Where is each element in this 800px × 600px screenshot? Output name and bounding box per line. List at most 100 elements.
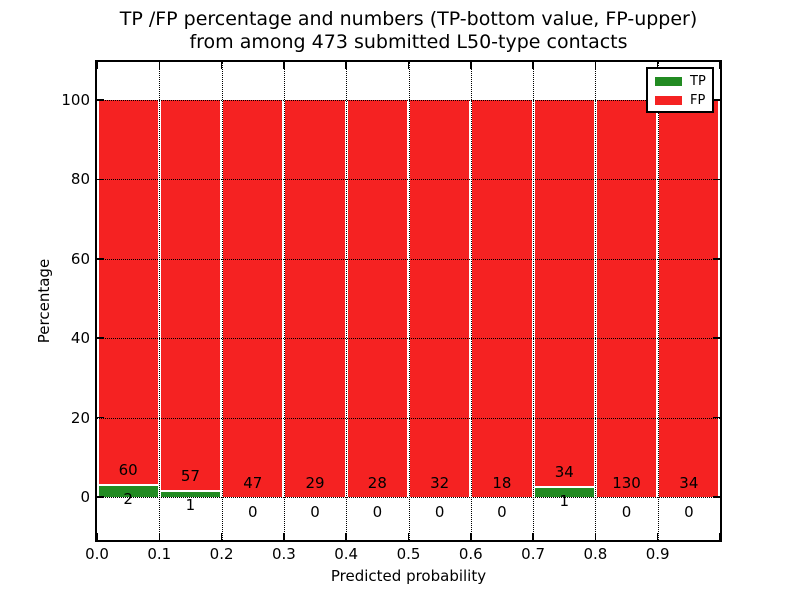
x-tick-mark — [594, 533, 597, 540]
x-tick-label: 0.2 — [209, 545, 234, 563]
v-gridline — [470, 62, 472, 540]
x-tick-label: 0.6 — [458, 545, 483, 563]
x-tick-mark — [407, 62, 410, 69]
x-tick-mark — [283, 62, 285, 69]
chart-title-line1: TP /FP percentage and numbers (TP-bottom… — [119, 8, 698, 30]
x-tick-mark — [656, 533, 659, 540]
bar-fp-0 — [98, 100, 158, 485]
tp-count-label: 0 — [247, 503, 258, 521]
fp-count-label: 57 — [180, 467, 200, 486]
x-tick-label: 0.4 — [334, 545, 359, 563]
y-tick-mark — [713, 178, 720, 181]
bar-tp-7 — [534, 485, 594, 497]
x-tick-mark — [96, 533, 98, 540]
tp-count-label: 1 — [559, 491, 570, 510]
h-gridline — [97, 417, 720, 419]
fp-count-label: 32 — [430, 474, 450, 492]
tp-count-label: 0 — [372, 503, 383, 521]
x-tick-label: 0.5 — [396, 545, 421, 563]
legend: TP FP — [646, 67, 714, 113]
tp-count-label: 0 — [434, 503, 445, 521]
x-tick-mark — [96, 62, 98, 69]
chart-title: TP /FP percentage and numbers (TP-bottom… — [97, 8, 720, 54]
bar-fp-8 — [596, 100, 657, 497]
fp-count-label: 130 — [612, 474, 641, 492]
bar-fp-5 — [410, 100, 470, 497]
x-tick-mark — [656, 62, 659, 69]
fp-count-label: 34 — [679, 474, 699, 492]
bar-tp-0 — [98, 484, 158, 497]
y-tick-mark — [97, 99, 104, 101]
fp-count-label: 18 — [492, 474, 512, 492]
v-gridline — [408, 62, 410, 540]
h-gridline — [97, 100, 720, 101]
tp-count-label: 0 — [497, 503, 507, 521]
x-tick-mark — [719, 533, 721, 540]
bar-fp-6 — [472, 100, 532, 497]
bar-fp-1 — [160, 100, 221, 491]
h-gridline — [97, 497, 720, 498]
legend-label-fp: FP — [690, 92, 706, 108]
x-tick-mark — [532, 533, 534, 540]
h-gridline — [97, 179, 720, 181]
x-tick-label: 0.8 — [583, 545, 608, 563]
plot-inner: 60 2 57 1 47 0 29 0 28 0 32 0 18 0 34 1 130 0 34 0 — [96, 62, 721, 540]
y-tick-mark — [97, 178, 104, 181]
fp-count-label: 47 — [243, 474, 263, 492]
v-gridline — [657, 62, 659, 540]
x-tick-label: 0.3 — [271, 545, 296, 563]
v-gridline — [221, 62, 223, 540]
y-tick-mark — [713, 416, 720, 419]
fp-count-label: 29 — [305, 474, 325, 492]
y-tick-label: 60 — [70, 249, 90, 268]
y-tick-mark — [97, 496, 104, 498]
y-tick-label: 20 — [70, 408, 90, 427]
x-tick-mark — [594, 62, 597, 69]
fp-count-label: 28 — [367, 474, 387, 492]
tp-count-label: 0 — [684, 503, 694, 521]
y-tick-label: 40 — [70, 329, 90, 348]
y-tick-mark — [713, 258, 720, 260]
y-axis-label: Percentage — [35, 258, 53, 344]
x-tick-label: 0.9 — [645, 545, 670, 563]
h-gridline — [97, 258, 720, 260]
bar-fp-4 — [347, 100, 407, 497]
fp-count-label: 34 — [554, 462, 574, 481]
legend-item-fp: FP — [648, 91, 712, 110]
v-gridline — [595, 62, 597, 540]
tp-count-label: 0 — [310, 503, 320, 521]
bar-fp-7 — [534, 100, 594, 486]
v-gridline — [159, 62, 161, 540]
x-tick-mark — [470, 533, 472, 540]
tp-count-label: 0 — [621, 503, 632, 521]
v-gridline — [283, 62, 285, 540]
y-tick-label: 80 — [70, 170, 90, 189]
tp-swatch-icon — [655, 77, 682, 86]
x-axis-label: Predicted probability — [330, 567, 487, 585]
y-tick-mark — [97, 416, 104, 419]
y-tick-mark — [713, 496, 720, 498]
bar-fp-9 — [659, 100, 719, 497]
fp-swatch-icon — [655, 96, 682, 105]
x-tick-mark — [345, 533, 347, 540]
bar-fp-2 — [223, 100, 283, 497]
x-tick-label: 0.1 — [147, 545, 172, 563]
bar-fp-3 — [285, 100, 345, 497]
bar-tp-1 — [160, 490, 221, 497]
fp-count-label: 60 — [118, 461, 138, 480]
x-tick-mark — [283, 533, 285, 540]
chart-title-line2: from among 473 submitted L50-type contac… — [189, 31, 628, 53]
x-tick-mark — [470, 62, 472, 69]
plot-area: 60 2 57 1 47 0 29 0 28 0 32 0 18 0 34 1 130 0 34 0 TP FP — [95, 60, 722, 542]
y-tick-mark — [713, 99, 720, 101]
x-tick-mark — [158, 62, 161, 69]
y-tick-label: 0 — [80, 488, 90, 506]
v-gridline — [346, 62, 348, 540]
h-gridline — [97, 338, 720, 340]
x-tick-mark — [345, 62, 347, 69]
x-tick-mark — [407, 533, 410, 540]
x-tick-label: 0.0 — [85, 545, 109, 563]
y-tick-mark — [97, 337, 104, 339]
legend-item-tp: TP — [648, 72, 712, 91]
